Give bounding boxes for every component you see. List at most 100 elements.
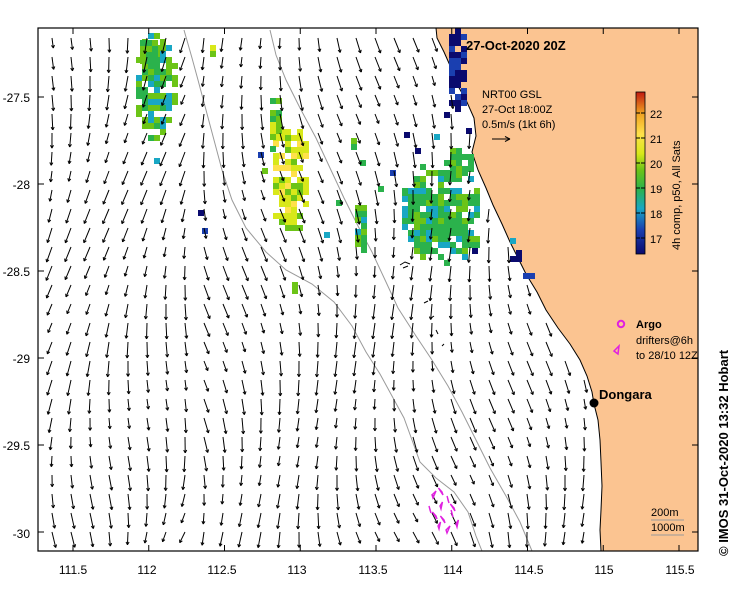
sst-pixel [355, 205, 361, 211]
current-arrow [108, 512, 112, 529]
sst-pixel [210, 45, 216, 51]
sst-pixel [468, 242, 474, 248]
current-arrow [222, 341, 228, 353]
current-arrow-head [143, 294, 148, 299]
sst-pixel [438, 200, 444, 206]
current-arrow [374, 132, 380, 146]
sst-pixel [450, 194, 456, 200]
sst-pixel [361, 205, 367, 211]
current-arrow-head [220, 500, 225, 505]
current-arrow [298, 265, 304, 280]
sst-pixel [148, 81, 154, 87]
current-arrow-head [51, 44, 55, 49]
current-arrow-head [454, 447, 458, 452]
current-arrow [260, 341, 265, 354]
current-arrow-head [450, 369, 455, 374]
current-arrow-head [335, 314, 339, 318]
sst-pixel [273, 177, 279, 183]
current-arrow [317, 113, 324, 128]
current-arrow-head [492, 428, 496, 433]
current-arrow-head [449, 349, 454, 353]
current-arrow-head [47, 429, 52, 433]
sst-pixel [276, 134, 282, 140]
current-arrow-head [140, 182, 144, 186]
sst-pixel [449, 70, 455, 76]
argo-symbol [616, 319, 626, 329]
current-arrow-head [296, 373, 301, 378]
current-arrow-head [225, 332, 229, 336]
current-arrow-head [201, 520, 206, 525]
current-arrow-head [376, 162, 381, 167]
current-arrow-head [488, 296, 493, 300]
current-arrow-head [165, 428, 170, 432]
current-arrow-head [140, 161, 145, 166]
sst-pixel [449, 64, 455, 70]
current-arrow-head [179, 67, 183, 71]
current-arrow [412, 113, 417, 127]
lon-tick-label: 112 [137, 563, 156, 577]
current-arrow-head [90, 543, 95, 548]
current-arrow [431, 417, 437, 434]
current-arrow-head [429, 200, 434, 204]
sst-pixel [450, 188, 456, 194]
current-arrow [355, 227, 359, 243]
current-arrow [430, 322, 433, 338]
current-arrow [127, 379, 130, 394]
current-arrow-head [468, 297, 473, 301]
current-arrow [203, 208, 207, 221]
sst-pixel [291, 165, 297, 171]
sst-pixel [438, 188, 444, 194]
current-arrow-head [396, 538, 400, 543]
current-arrow [240, 94, 243, 110]
current-arrow [85, 284, 91, 296]
current-arrow [467, 227, 471, 243]
current-arrow-head [434, 466, 439, 471]
current-arrow [373, 398, 376, 410]
current-arrow-head [146, 448, 151, 452]
current-arrow [241, 151, 245, 168]
current-arrow [545, 455, 549, 470]
sst-pixel [420, 164, 426, 170]
current-arrow-head [180, 503, 185, 507]
current-arrow [182, 227, 186, 239]
current-arrow-head [178, 143, 183, 147]
current-arrow [353, 379, 357, 394]
current-arrow [393, 531, 400, 542]
sst-pixel [351, 144, 357, 150]
current-arrow-head [182, 276, 187, 281]
current-arrow-head [298, 68, 303, 72]
current-arrow-head [239, 466, 244, 470]
current-arrow-head [259, 107, 264, 111]
current-arrow-head [488, 329, 493, 334]
current-scale-label: NRT00 GSL 27-Oct 18:00Z 0.5m/s (1kt 6h) [482, 89, 555, 142]
current-arrow [102, 227, 110, 243]
current-arrow [316, 493, 319, 510]
current-arrow [279, 360, 282, 377]
current-arrow-head [67, 143, 72, 148]
current-arrow-head [374, 220, 379, 225]
current-arrow [121, 208, 129, 224]
current-arrow-head [397, 49, 401, 54]
current-arrow [469, 474, 475, 485]
current-arrow-head [377, 68, 382, 72]
sst-pixel [166, 63, 172, 69]
current-arrow [431, 360, 434, 372]
current-arrow [182, 474, 186, 490]
current-arrow-head [320, 124, 324, 128]
current-arrow [298, 170, 304, 182]
current-arrow [184, 360, 188, 373]
sst-pixel [449, 58, 455, 64]
current-arrow-head [413, 429, 418, 434]
current-arrow-head [51, 87, 56, 91]
current-arrow [203, 360, 209, 371]
current-arrow [146, 379, 149, 393]
current-arrow-head [223, 430, 228, 434]
sst-pixel [148, 69, 154, 75]
current-arrow-head [545, 466, 550, 470]
sst-pixel [276, 122, 282, 128]
current-arrow [374, 56, 382, 72]
current-arrow-head [333, 354, 338, 359]
current-arrow-head [47, 219, 52, 223]
current-arrow [124, 75, 129, 92]
sst-pixel [468, 212, 474, 218]
